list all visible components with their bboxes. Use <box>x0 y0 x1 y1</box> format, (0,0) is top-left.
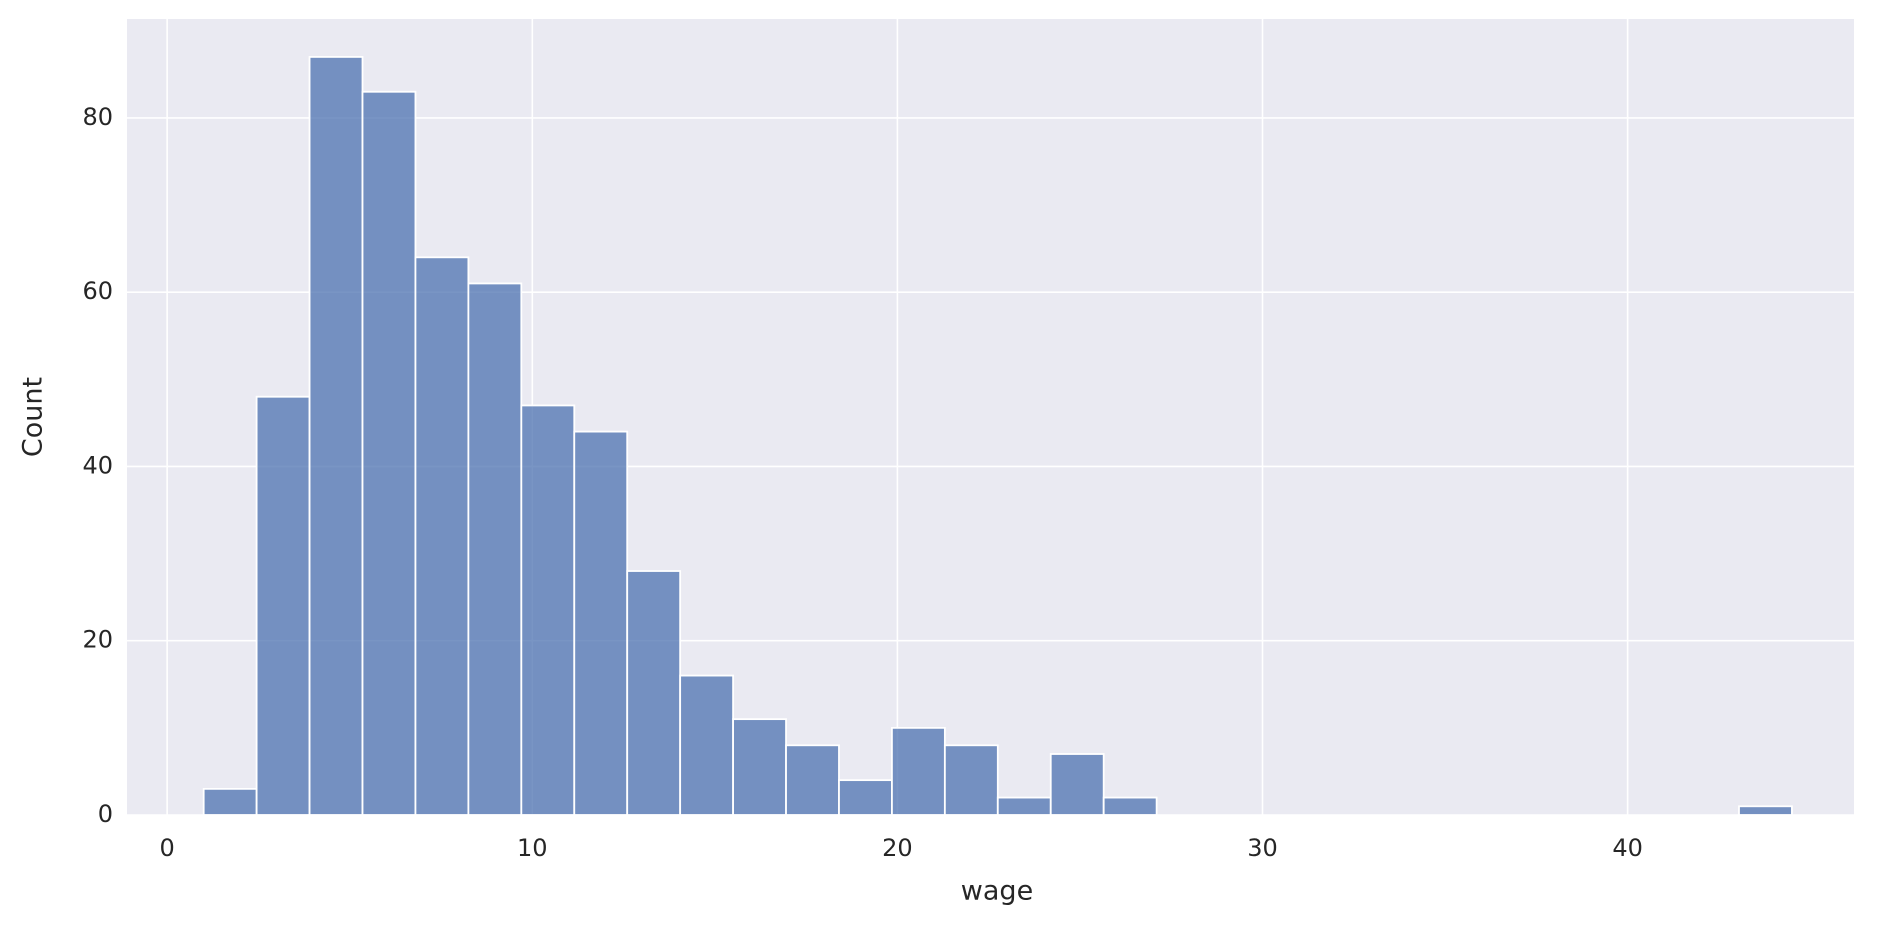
bar <box>573 430 629 816</box>
y-tick-label: 80 <box>82 103 113 131</box>
bar <box>361 90 417 816</box>
y-tick-label: 0 <box>98 800 113 828</box>
bar <box>255 395 311 816</box>
bar <box>838 779 893 816</box>
x-axis-label: wage <box>961 876 1033 907</box>
x-tick-label: 20 <box>882 834 913 862</box>
y-axis-label: Count <box>18 377 49 457</box>
x-tick-label: 10 <box>517 834 548 862</box>
x-tick-label: 0 <box>160 834 175 862</box>
bar <box>308 56 364 816</box>
y-tick-label: 20 <box>82 626 113 654</box>
bar <box>626 570 682 816</box>
y-tick-label: 60 <box>82 277 113 305</box>
bar <box>1049 753 1105 816</box>
x-tick-label: 30 <box>1247 834 1278 862</box>
bar <box>891 726 946 816</box>
bar <box>202 787 258 816</box>
y-tick-label: 40 <box>82 451 113 479</box>
bar <box>1102 796 1158 816</box>
bar <box>1738 805 1793 816</box>
bar <box>732 718 787 816</box>
bar <box>414 256 470 816</box>
bar <box>520 404 576 816</box>
bar <box>785 744 840 816</box>
bar <box>467 282 523 816</box>
x-tick-label: 40 <box>1612 834 1643 862</box>
bar <box>943 744 999 816</box>
bar <box>996 796 1052 816</box>
bar <box>679 674 734 816</box>
